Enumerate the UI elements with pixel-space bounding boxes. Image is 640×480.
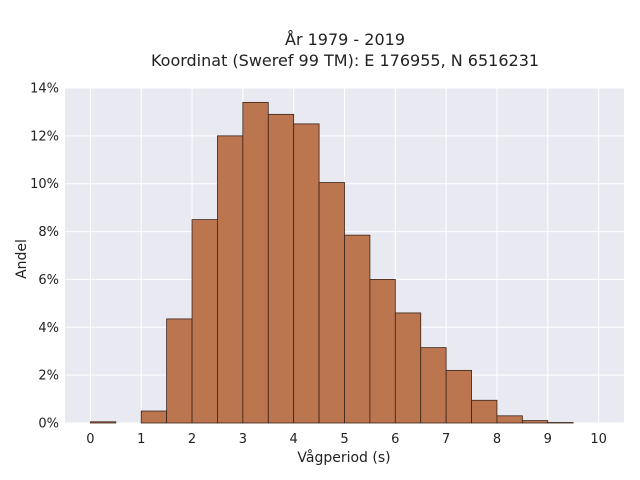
x-tick-label: 8 [493,432,501,447]
y-axis-ticks: 0% 2% 4% 6% 8% 10% 12% 14% [30,82,59,432]
histogram-bar [420,347,447,424]
chart-subtitle: Koordinat (Sweref 99 TM): E 176955, N 65… [151,51,539,70]
histogram-bar [140,410,168,424]
histogram-bar [369,279,396,424]
y-tick-label: 4% [38,321,59,336]
x-tick-label: 0 [86,432,94,447]
histogram-bar [267,113,295,424]
histogram-bar [166,318,193,424]
x-tick-label: 10 [590,432,607,447]
x-tick-label: 2 [188,432,196,447]
y-tick-label: 14% [30,82,59,97]
histogram-bar [90,421,117,424]
x-tick-label: 9 [544,432,552,447]
x-tick-label: 7 [442,432,450,447]
histogram-bar [394,312,422,424]
histogram-bar [445,369,472,424]
bars [90,101,574,424]
x-tick-label: 6 [391,432,399,447]
histogram-bar [471,399,498,424]
y-tick-label: 12% [30,129,59,144]
histogram-bar [344,234,371,424]
chart-title: År 1979 - 2019 [285,30,405,49]
y-tick-label: 10% [30,177,59,192]
x-tick-label: 1 [137,432,145,447]
x-tick-label: 3 [239,432,247,447]
x-axis-ticks: 0 1 2 3 4 5 6 7 8 9 10 [86,432,607,447]
x-axis-label: Vågperiod (s) [297,449,390,466]
histogram-bar [521,420,549,424]
histogram-bar [217,135,244,424]
y-tick-label: 2% [38,369,59,384]
histogram-bar [496,415,523,424]
y-axis-label: Andel [14,239,30,279]
x-tick-label: 4 [290,432,298,447]
histogram-bar [191,219,218,424]
histogram-bar [293,123,320,424]
histogram-bar [242,101,269,424]
histogram-bar [318,182,345,424]
y-tick-label: 8% [38,225,59,240]
x-tick-label: 5 [340,432,348,447]
y-tick-label: 0% [38,417,59,432]
y-tick-label: 6% [38,273,59,288]
